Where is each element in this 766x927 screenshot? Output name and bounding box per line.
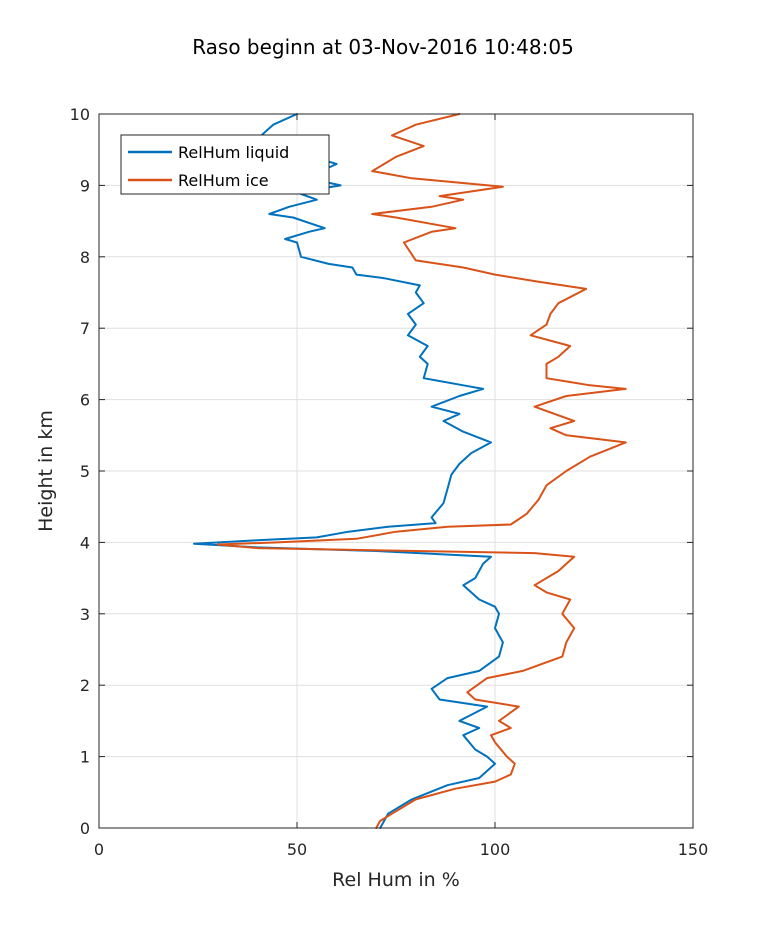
x-tick-label: 50 — [287, 840, 307, 859]
y-tick-label: 6 — [80, 391, 90, 410]
y-tick-label: 3 — [80, 605, 90, 624]
y-tick-label: 0 — [80, 819, 90, 838]
x-axis: 0 50 100 150 — [94, 114, 708, 859]
y-tick-label: 8 — [80, 248, 90, 267]
y-tick-label: 7 — [80, 319, 90, 338]
legend-box — [120, 134, 330, 195]
x-tick-label: 100 — [480, 840, 511, 859]
y-tick-label: 10 — [70, 105, 90, 124]
y-tick-label: 2 — [80, 676, 90, 695]
x-tick-label: 150 — [678, 840, 709, 859]
y-axis-label: Height in km — [35, 410, 57, 532]
chart-title: Raso beginn at 03-Nov-2016 10:48:05 — [192, 35, 574, 59]
y-tick-label: 9 — [80, 176, 90, 195]
series-line-1 — [216, 113, 627, 829]
y-tick-label: 1 — [80, 748, 90, 767]
legend: RelHum liquid RelHum ice — [120, 134, 330, 195]
series-layer — [193, 113, 627, 829]
series-line-0 — [193, 113, 504, 829]
legend-label-ice: RelHum ice — [178, 171, 269, 190]
x-tick-label: 0 — [94, 840, 104, 859]
y-axis: 0 1 2 3 4 5 6 7 8 9 10 — [70, 105, 693, 838]
y-tick-label: 4 — [80, 533, 90, 552]
x-axis-label: Rel Hum in % — [332, 869, 460, 891]
legend-label-liquid: RelHum liquid — [178, 143, 289, 162]
y-tick-label: 5 — [80, 462, 90, 481]
